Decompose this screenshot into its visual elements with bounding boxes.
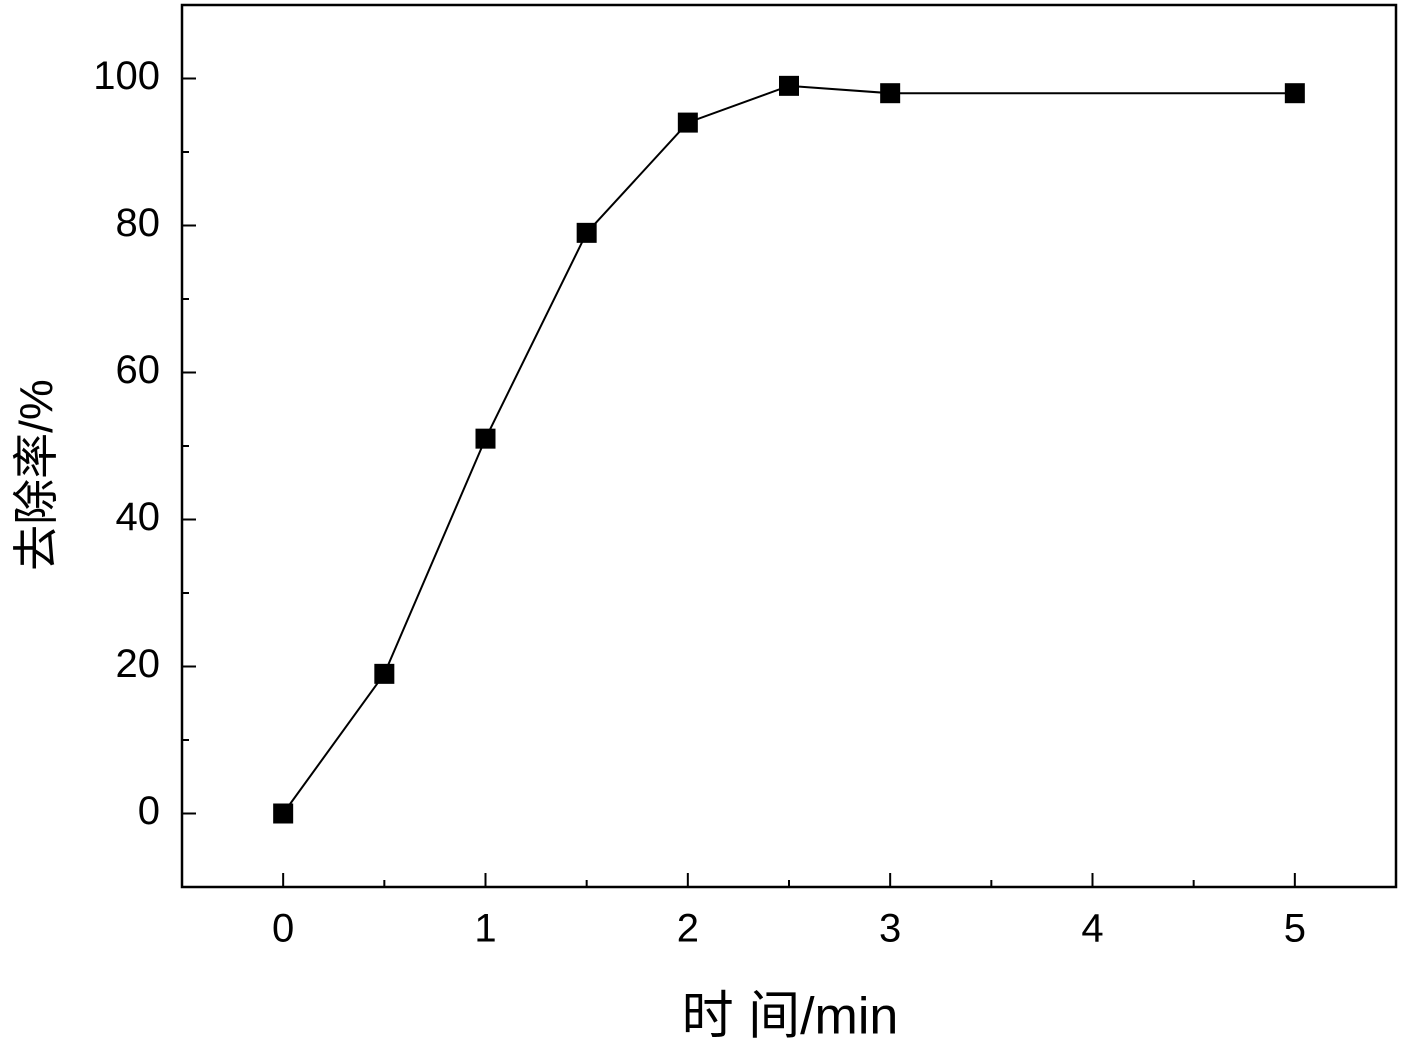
x-tick-label: 2 [677, 907, 699, 951]
data-point [374, 663, 395, 684]
data-point [779, 75, 799, 96]
x-axis-label: 时 间/min [682, 988, 899, 1046]
data-point [475, 428, 496, 449]
y-axis-label: 去除率/% [10, 379, 62, 571]
x-tick-label: 3 [879, 907, 901, 951]
y-tick-label: 80 [116, 201, 161, 245]
x-tick-label: 0 [272, 907, 294, 951]
y-tick-label: 20 [116, 642, 161, 686]
y-tick-label: 40 [116, 495, 161, 539]
data-point [576, 222, 597, 243]
data-point [880, 83, 901, 104]
x-tick-label: 5 [1284, 907, 1306, 951]
x-tick-label: 4 [1081, 907, 1103, 951]
y-tick-label: 60 [116, 348, 161, 392]
data-point [273, 803, 294, 824]
data-line [282, 84, 1295, 815]
x-tick-label: 1 [474, 907, 496, 951]
data-point [1284, 83, 1305, 104]
y-tick-label: 100 [93, 54, 160, 98]
plot-frame [180, 3, 1398, 889]
data-point [677, 112, 698, 133]
y-tick-label: 0 [138, 789, 160, 833]
